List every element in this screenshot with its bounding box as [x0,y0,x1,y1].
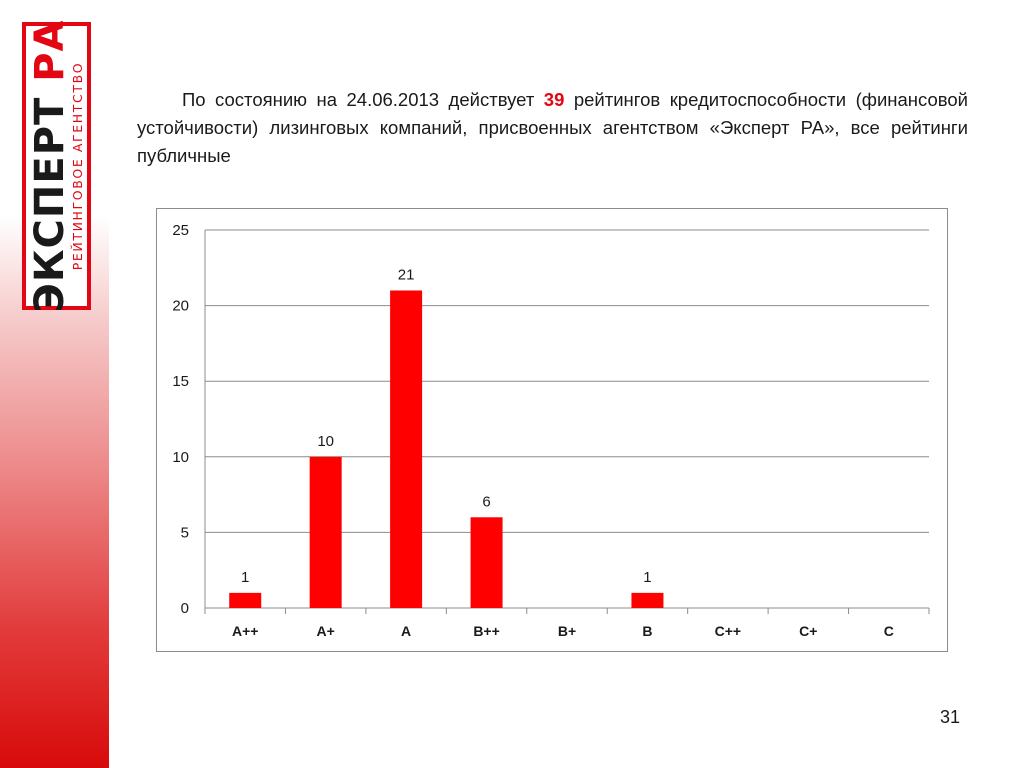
intro-paragraph: По состоянию на 24.06.2013 действует 39 … [137,86,968,170]
logo-inner: ЭКСПЕРТ РА РЕЙТИНГОВОЕ АГЕНТСТВО [26,19,87,313]
x-tick-label: C++ [715,623,741,639]
bar-data-label: 21 [398,266,415,283]
bar-data-label: 1 [643,569,651,586]
x-tick-label: A++ [232,623,258,639]
chart-svg: 0 5 10 15 20 25 1 A++ 10 A+ 21 A 6 B++ B+ 1 B C++ C+ C [172,222,930,639]
bar-data-label: 6 [482,493,490,510]
bar [631,592,664,608]
logo-text: ЭКСПЕРТ РА РЕЙТИНГОВОЕ АГЕНТСТВО [26,19,85,313]
intro-text-after: рейтингов кредитоспособности (финансовой… [137,88,968,166]
bar-data-label: 1 [241,569,249,586]
y-tick-label: 20 [172,298,189,315]
logo-subtitle: РЕЙТИНГОВОЕ АГЕНТСТВО [69,61,85,271]
page-number: 31 [939,707,961,727]
y-tick-label: 25 [172,222,189,239]
y-tick-label: 0 [181,600,189,617]
expert-ra-logo: ЭКСПЕРТ РА РЕЙТИНГОВОЕ АГЕНТСТВО [22,19,91,313]
bar-data-label: 10 [317,433,334,450]
x-tick-label: C [884,623,894,639]
y-tick-label: 15 [172,373,189,390]
x-tick-label: B [642,623,652,639]
logo-main-text: ЭКСПЕРТ РА [26,19,73,313]
bar [470,517,503,608]
bar [390,290,423,608]
y-tick-label: 10 [172,449,189,466]
ratings-bar-chart: 0 5 10 15 20 25 1 A++ 10 A+ 21 A 6 B++ B+ 1 B C++ C+ C [156,208,948,652]
ratings-count: 39 [543,88,565,110]
y-tick-label: 5 [181,524,189,541]
intro-text-before: По состоянию на 24.06.2013 действует [182,88,544,110]
x-tick-label: B+ [558,623,576,639]
bar [309,456,342,608]
x-tick-label: C+ [799,623,817,639]
x-tick-label: B++ [473,623,499,639]
x-tick-label: A+ [317,623,335,639]
x-tick-label: A [401,623,411,639]
bar [229,592,262,608]
